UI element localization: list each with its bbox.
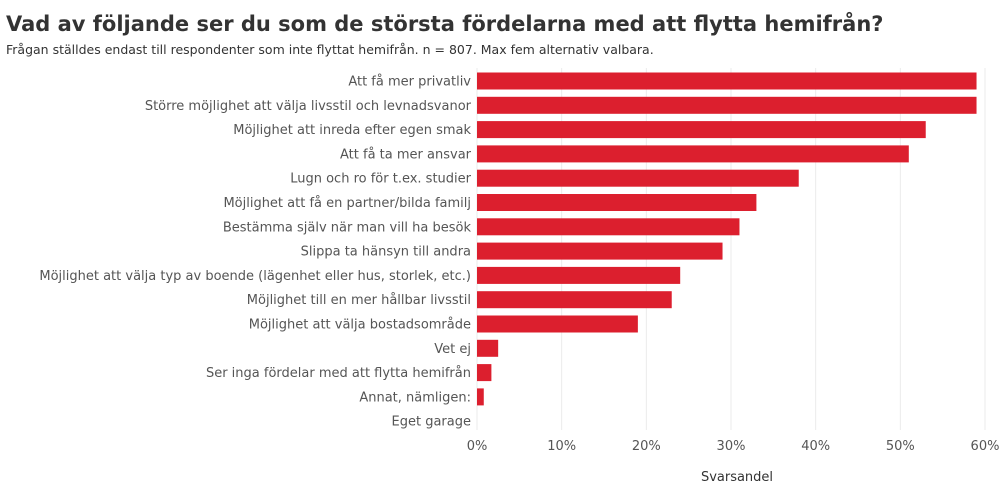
category-label: Vet ej: [434, 342, 471, 357]
bar: [477, 291, 672, 309]
category-label: Möjlighet till en mer hållbar livsstil: [247, 293, 471, 308]
x-axis-ticks: 0% 10% 20% 30% 40% 50% 60%: [467, 439, 1000, 454]
bar: [477, 194, 757, 211]
category-label: Möjlighet att inreda efter egen smak: [233, 123, 471, 138]
bar: [477, 72, 977, 90]
bar: [477, 96, 977, 114]
category-label: Eget garage: [392, 415, 471, 430]
x-tick-label: 40%: [801, 439, 830, 454]
bar: [477, 218, 740, 236]
bar: [477, 242, 723, 260]
x-tick-label: 10%: [547, 439, 576, 454]
x-axis-title: Svarsandel: [701, 470, 773, 485]
bar: [477, 145, 909, 163]
category-label: Att få ta mer ansvar: [340, 147, 472, 162]
x-tick-label: 30%: [717, 439, 746, 454]
bar: [477, 266, 681, 284]
category-label: Att få mer privatliv: [348, 75, 471, 90]
category-label: Lugn och ro för t.ex. studier: [290, 172, 471, 187]
x-tick-label: 20%: [632, 439, 661, 454]
category-label: Större möjlighet att välja livsstil och …: [145, 99, 472, 114]
bar: [477, 315, 638, 333]
x-tick-label: 0%: [467, 439, 488, 454]
category-label: Möjlighet att få en partner/bilda familj: [223, 196, 471, 211]
bar: [477, 388, 484, 406]
category-label: Slippa ta hänsyn till andra: [301, 245, 471, 260]
bars-layer: [477, 72, 977, 406]
x-tick-label: 60%: [971, 439, 1000, 454]
category-labels: Att få mer privatliv Större möjlighet att…: [39, 75, 471, 430]
category-label: Bestämma själv när man vill ha besök: [223, 220, 472, 235]
category-label: Möjlighet att välja bostadsområde: [249, 318, 471, 333]
x-tick-label: 50%: [886, 439, 915, 454]
bar: [477, 339, 499, 357]
bar: [477, 364, 492, 382]
bar: [477, 121, 926, 139]
bar: [477, 169, 799, 187]
category-label: Annat, nämligen:: [359, 390, 471, 405]
chart-title: Vad av följande ser du som de största fö…: [6, 12, 884, 36]
chart-subtitle: Frågan ställdes endast till respondenter…: [6, 42, 654, 57]
category-label: Ser inga fördelar med att flytta hemifrå…: [206, 366, 471, 381]
category-label: Möjlighet att välja typ av boende (lägen…: [39, 269, 471, 284]
